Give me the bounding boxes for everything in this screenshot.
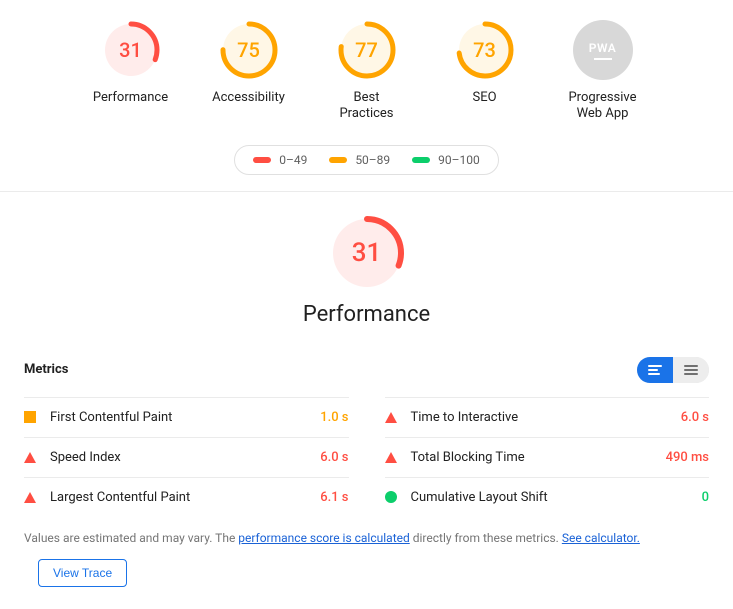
gauge-accessibility-value: 75 [219, 20, 279, 80]
gauge-performance[interactable]: 31 Performance [86, 20, 176, 123]
view-condensed-button[interactable] [673, 357, 709, 383]
performance-big-gauge: 31 Performance [24, 208, 709, 335]
legend-fail-swatch [253, 157, 271, 163]
performance-section: 31 Performance Metrics [0, 192, 733, 609]
metric-tbt-value: 490 ms [666, 450, 709, 465]
metric-tbt: Total Blocking Time 490 ms [385, 437, 710, 477]
gauge-performance-ring: 31 [101, 20, 161, 80]
list-center-icon [684, 365, 698, 375]
metric-lcp: Largest Contentful Paint 6.1 s [24, 477, 349, 517]
gauge-pwa[interactable]: PWA Progressive Web App [558, 20, 648, 123]
gauge-seo-ring: 73 [455, 20, 515, 80]
metrics-view-toggle [637, 357, 709, 383]
gauge-best-practices-ring: 77 [337, 20, 397, 80]
metric-lcp-value: 6.1 s [320, 490, 348, 505]
metrics-heading: Metrics [24, 362, 68, 377]
legend-pass-range: 90–100 [438, 153, 480, 167]
metrics-header: Metrics [24, 357, 709, 383]
metrics-col-right: Time to Interactive 6.0 s Total Blocking… [385, 397, 710, 517]
gauge-accessibility[interactable]: 75 Accessibility [204, 20, 294, 123]
metric-si-value: 6.0 s [320, 450, 348, 465]
triangle-icon [24, 452, 36, 463]
view-expanded-button[interactable] [637, 357, 673, 383]
gauge-best-practices-value: 77 [337, 20, 397, 80]
gauge-seo-value: 73 [455, 20, 515, 80]
triangle-icon [385, 412, 397, 423]
gauge-performance-value: 31 [101, 20, 161, 80]
view-trace-button[interactable]: View Trace [38, 559, 127, 587]
link-see-calculator[interactable]: See calculator. [562, 531, 640, 545]
footnote-pre: Values are estimated and may vary. The [24, 531, 238, 545]
metric-fcp-name: First Contentful Paint [50, 410, 172, 425]
metric-lcp-name: Largest Contentful Paint [50, 490, 190, 505]
triangle-icon [385, 452, 397, 463]
gauge-accessibility-ring: 75 [219, 20, 279, 80]
metric-cls-value: 0 [702, 490, 709, 505]
legend-fail: 0–49 [253, 153, 307, 167]
score-gauges-row: 31 Performance 75 Accessibility 77 Best … [0, 0, 733, 137]
link-score-calculated[interactable]: performance score is calculated [238, 531, 409, 545]
legend-mid-swatch [329, 157, 347, 163]
metric-fcp: First Contentful Paint 1.0 s [24, 397, 349, 437]
circle-icon [385, 491, 397, 503]
list-left-icon [648, 365, 662, 375]
performance-big-value: 31 [328, 214, 406, 292]
score-legend: 0–49 50–89 90–100 [234, 145, 499, 175]
metrics-col-left: First Contentful Paint 1.0 s Speed Index… [24, 397, 349, 517]
legend-fail-range: 0–49 [279, 153, 307, 167]
legend-pass: 90–100 [412, 153, 480, 167]
gauge-performance-label: Performance [93, 90, 168, 106]
gauge-pwa-label: Progressive Web App [568, 90, 636, 123]
triangle-icon [24, 492, 36, 503]
gauge-best-practices-label: Best Practices [339, 90, 393, 123]
metric-si-name: Speed Index [50, 450, 121, 465]
legend-mid: 50–89 [329, 153, 390, 167]
legend-mid-range: 50–89 [355, 153, 390, 167]
metric-cls: Cumulative Layout Shift 0 [385, 477, 710, 517]
metric-si: Speed Index 6.0 s [24, 437, 349, 477]
gauge-seo-label: SEO [472, 90, 496, 106]
metrics-footnote: Values are estimated and may vary. The p… [24, 531, 709, 545]
metric-tbt-name: Total Blocking Time [411, 450, 525, 465]
gauge-seo[interactable]: 73 SEO [440, 20, 530, 123]
metric-fcp-value: 1.0 s [320, 410, 348, 425]
gauge-accessibility-label: Accessibility [212, 90, 285, 106]
performance-big-ring: 31 [328, 214, 406, 292]
metric-tti-value: 6.0 s [681, 410, 709, 425]
pwa-badge-icon: PWA [573, 20, 633, 80]
metric-cls-name: Cumulative Layout Shift [411, 490, 548, 505]
pwa-badge-text: PWA [589, 41, 617, 55]
performance-title: Performance [303, 302, 430, 327]
metrics-grid: First Contentful Paint 1.0 s Speed Index… [24, 397, 709, 517]
square-icon [24, 411, 36, 423]
gauge-best-practices[interactable]: 77 Best Practices [322, 20, 412, 123]
footnote-mid: directly from these metrics. [410, 531, 562, 545]
legend-pass-swatch [412, 157, 430, 163]
metric-tti-name: Time to Interactive [411, 410, 519, 425]
metric-tti: Time to Interactive 6.0 s [385, 397, 710, 437]
